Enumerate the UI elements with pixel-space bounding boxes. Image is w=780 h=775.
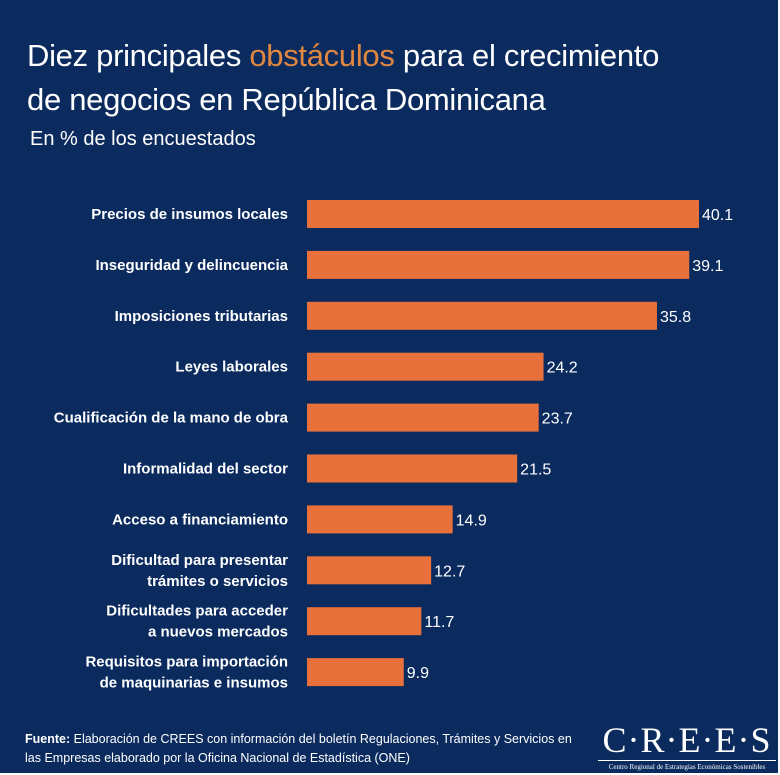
title-after: para el crecimiento de negocios en Repúbl… — [27, 38, 660, 117]
bar — [307, 556, 432, 585]
category-label-line: Inseguridad y delincuencia — [95, 257, 288, 274]
title-before: Diez principales — [27, 38, 250, 73]
source-label: Fuente: — [25, 732, 71, 746]
category-label-line: Requisitos para importación — [85, 654, 288, 671]
category-label-line: Informalidad del sector — [123, 461, 288, 478]
category-label: Leyes laborales — [175, 359, 288, 376]
category-label-line: Precios de insumos locales — [91, 206, 288, 223]
data-label: 14.9 — [456, 512, 487, 529]
chart-subtitle: En % de los encuestados — [30, 128, 256, 150]
data-label: 35.8 — [660, 309, 691, 326]
data-label: 9.9 — [407, 665, 429, 682]
category-label-line: trámites o servicios — [147, 573, 288, 590]
data-label: 24.2 — [547, 360, 578, 377]
bar — [307, 454, 518, 483]
category-label: Requisitos para importación de maquinaria… — [85, 654, 288, 692]
bar-chart: 40.1 Precios de insumos locales 39.1 Insegu… — [54, 200, 733, 692]
source-text: Elaboración de CREES con información del… — [25, 732, 572, 765]
data-label: 12.7 — [434, 563, 465, 580]
data-label: 39.1 — [692, 258, 723, 275]
bar — [307, 403, 539, 432]
bar — [307, 658, 404, 687]
category-label-line: Cualificación de la mano de obra — [54, 410, 289, 427]
bar — [307, 505, 453, 534]
category-label-line: Dificultad para presentar — [111, 552, 288, 569]
category-label-line: Leyes laborales — [175, 359, 288, 376]
category-label-line: Imposiciones tributarias — [115, 308, 288, 325]
bar — [307, 607, 422, 636]
category-label: Dificultades para acceder a nuevos mercad… — [106, 603, 288, 641]
category-label: Imposiciones tributarias — [115, 308, 288, 325]
logo-tagline: Centro Regional de Estrategias Económica… — [598, 760, 776, 771]
bar — [307, 352, 544, 381]
category-label-line: Dificultades para acceder — [106, 603, 288, 620]
category-label-line: Acceso a financiamiento — [112, 511, 288, 528]
chart-title: Diez principales obstáculos para el crec… — [27, 34, 767, 122]
category-label: Dificultad para presentar trámites o serv… — [111, 552, 288, 590]
category-label: Cualificación de la mano de obra — [54, 410, 289, 427]
title-highlight: obstáculos — [249, 38, 395, 73]
source-note: Fuente: Elaboración de CREES con informa… — [25, 730, 585, 768]
category-label-line: a nuevos mercados — [148, 624, 288, 641]
data-label: 21.5 — [520, 462, 551, 479]
category-label: Inseguridad y delincuencia — [95, 257, 288, 274]
data-label: 11.7 — [424, 614, 454, 631]
bar — [307, 200, 699, 228]
category-label-line: de maquinarias e insumos — [100, 675, 288, 692]
category-label: Precios de insumos locales — [91, 206, 288, 223]
data-label: 23.7 — [542, 411, 573, 428]
bar — [307, 250, 690, 279]
crees-logo: C·R·E·E·S Centro Regional de Estrategias… — [598, 720, 776, 771]
category-label: Informalidad del sector — [123, 461, 288, 478]
logo-name: C·R·E·E·S — [602, 720, 772, 760]
category-label: Acceso a financiamiento — [112, 511, 288, 528]
data-label: 40.1 — [702, 207, 733, 224]
bar — [307, 301, 657, 330]
